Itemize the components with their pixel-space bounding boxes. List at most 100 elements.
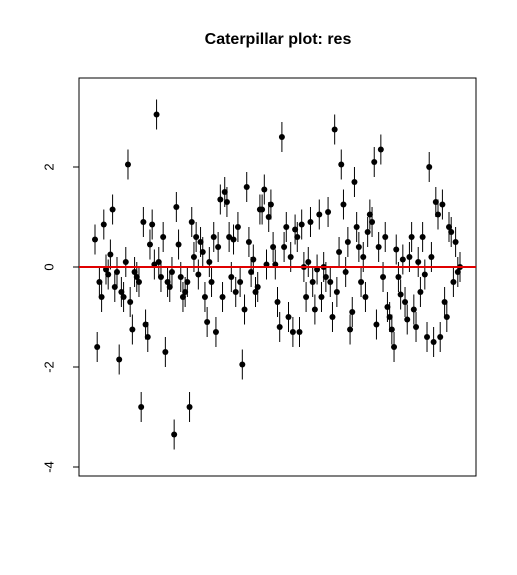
point <box>281 244 288 250</box>
point <box>173 204 180 210</box>
point <box>243 184 250 190</box>
point <box>329 314 336 320</box>
point <box>135 279 142 285</box>
point <box>384 304 391 310</box>
point <box>146 241 153 248</box>
point <box>138 404 145 410</box>
point <box>294 234 301 240</box>
point <box>303 294 310 300</box>
point <box>248 269 255 275</box>
point <box>322 274 329 280</box>
point <box>197 239 204 245</box>
point <box>241 306 248 313</box>
point <box>448 229 455 235</box>
point <box>168 269 175 275</box>
point <box>226 234 233 240</box>
point <box>292 226 299 233</box>
point <box>406 254 413 260</box>
point <box>340 201 347 208</box>
point <box>386 314 393 320</box>
point <box>344 239 351 245</box>
y-tick-label: 2 <box>41 163 56 170</box>
point <box>190 254 197 260</box>
point <box>353 224 360 230</box>
point <box>450 279 457 285</box>
point <box>342 269 349 275</box>
point <box>206 259 213 265</box>
point <box>261 186 268 193</box>
point <box>276 324 283 330</box>
point <box>388 326 395 333</box>
point <box>360 254 367 260</box>
point <box>144 334 151 340</box>
point <box>347 326 354 333</box>
point <box>217 196 224 203</box>
point <box>358 279 365 285</box>
point <box>131 269 138 275</box>
point <box>171 431 178 438</box>
point <box>380 274 387 280</box>
point <box>164 279 171 285</box>
point <box>259 206 266 213</box>
point <box>382 234 389 240</box>
point <box>395 274 402 280</box>
point <box>355 244 362 250</box>
point <box>182 289 189 295</box>
point <box>153 111 160 118</box>
point <box>419 234 426 240</box>
point <box>369 219 376 225</box>
y-tick-label: -2 <box>41 361 56 373</box>
point <box>393 246 400 253</box>
point <box>208 279 215 285</box>
point <box>443 314 450 320</box>
point <box>250 256 257 263</box>
point <box>109 206 116 213</box>
point <box>430 339 437 345</box>
point <box>333 289 340 295</box>
point <box>441 299 448 305</box>
point <box>307 219 314 225</box>
point <box>265 214 272 220</box>
point <box>221 189 228 195</box>
point <box>404 316 411 323</box>
point <box>435 211 442 218</box>
point <box>188 219 195 225</box>
point <box>193 234 200 240</box>
point <box>184 279 191 285</box>
point <box>397 291 404 298</box>
point <box>195 271 202 278</box>
point <box>94 344 101 350</box>
point <box>118 289 125 295</box>
point <box>120 294 127 300</box>
point <box>157 274 164 280</box>
point <box>230 236 237 243</box>
point <box>124 161 131 168</box>
point <box>204 319 211 325</box>
point <box>232 289 239 295</box>
point <box>111 284 118 290</box>
point <box>142 321 149 328</box>
point <box>371 159 378 165</box>
point <box>215 244 222 250</box>
point <box>305 259 312 265</box>
point <box>296 329 303 335</box>
point <box>212 329 219 335</box>
point <box>452 239 459 245</box>
point <box>454 269 461 275</box>
point <box>426 164 433 170</box>
point <box>287 254 294 260</box>
point <box>439 201 446 208</box>
point <box>289 329 296 335</box>
point <box>96 279 103 285</box>
y-tick-label: -4 <box>41 461 56 473</box>
point <box>402 299 409 305</box>
point <box>325 209 332 215</box>
point <box>234 224 241 230</box>
point <box>199 249 206 255</box>
point <box>413 324 420 330</box>
point <box>362 294 369 300</box>
point <box>160 234 167 240</box>
point <box>338 161 345 168</box>
point <box>254 284 261 290</box>
point <box>331 126 338 133</box>
